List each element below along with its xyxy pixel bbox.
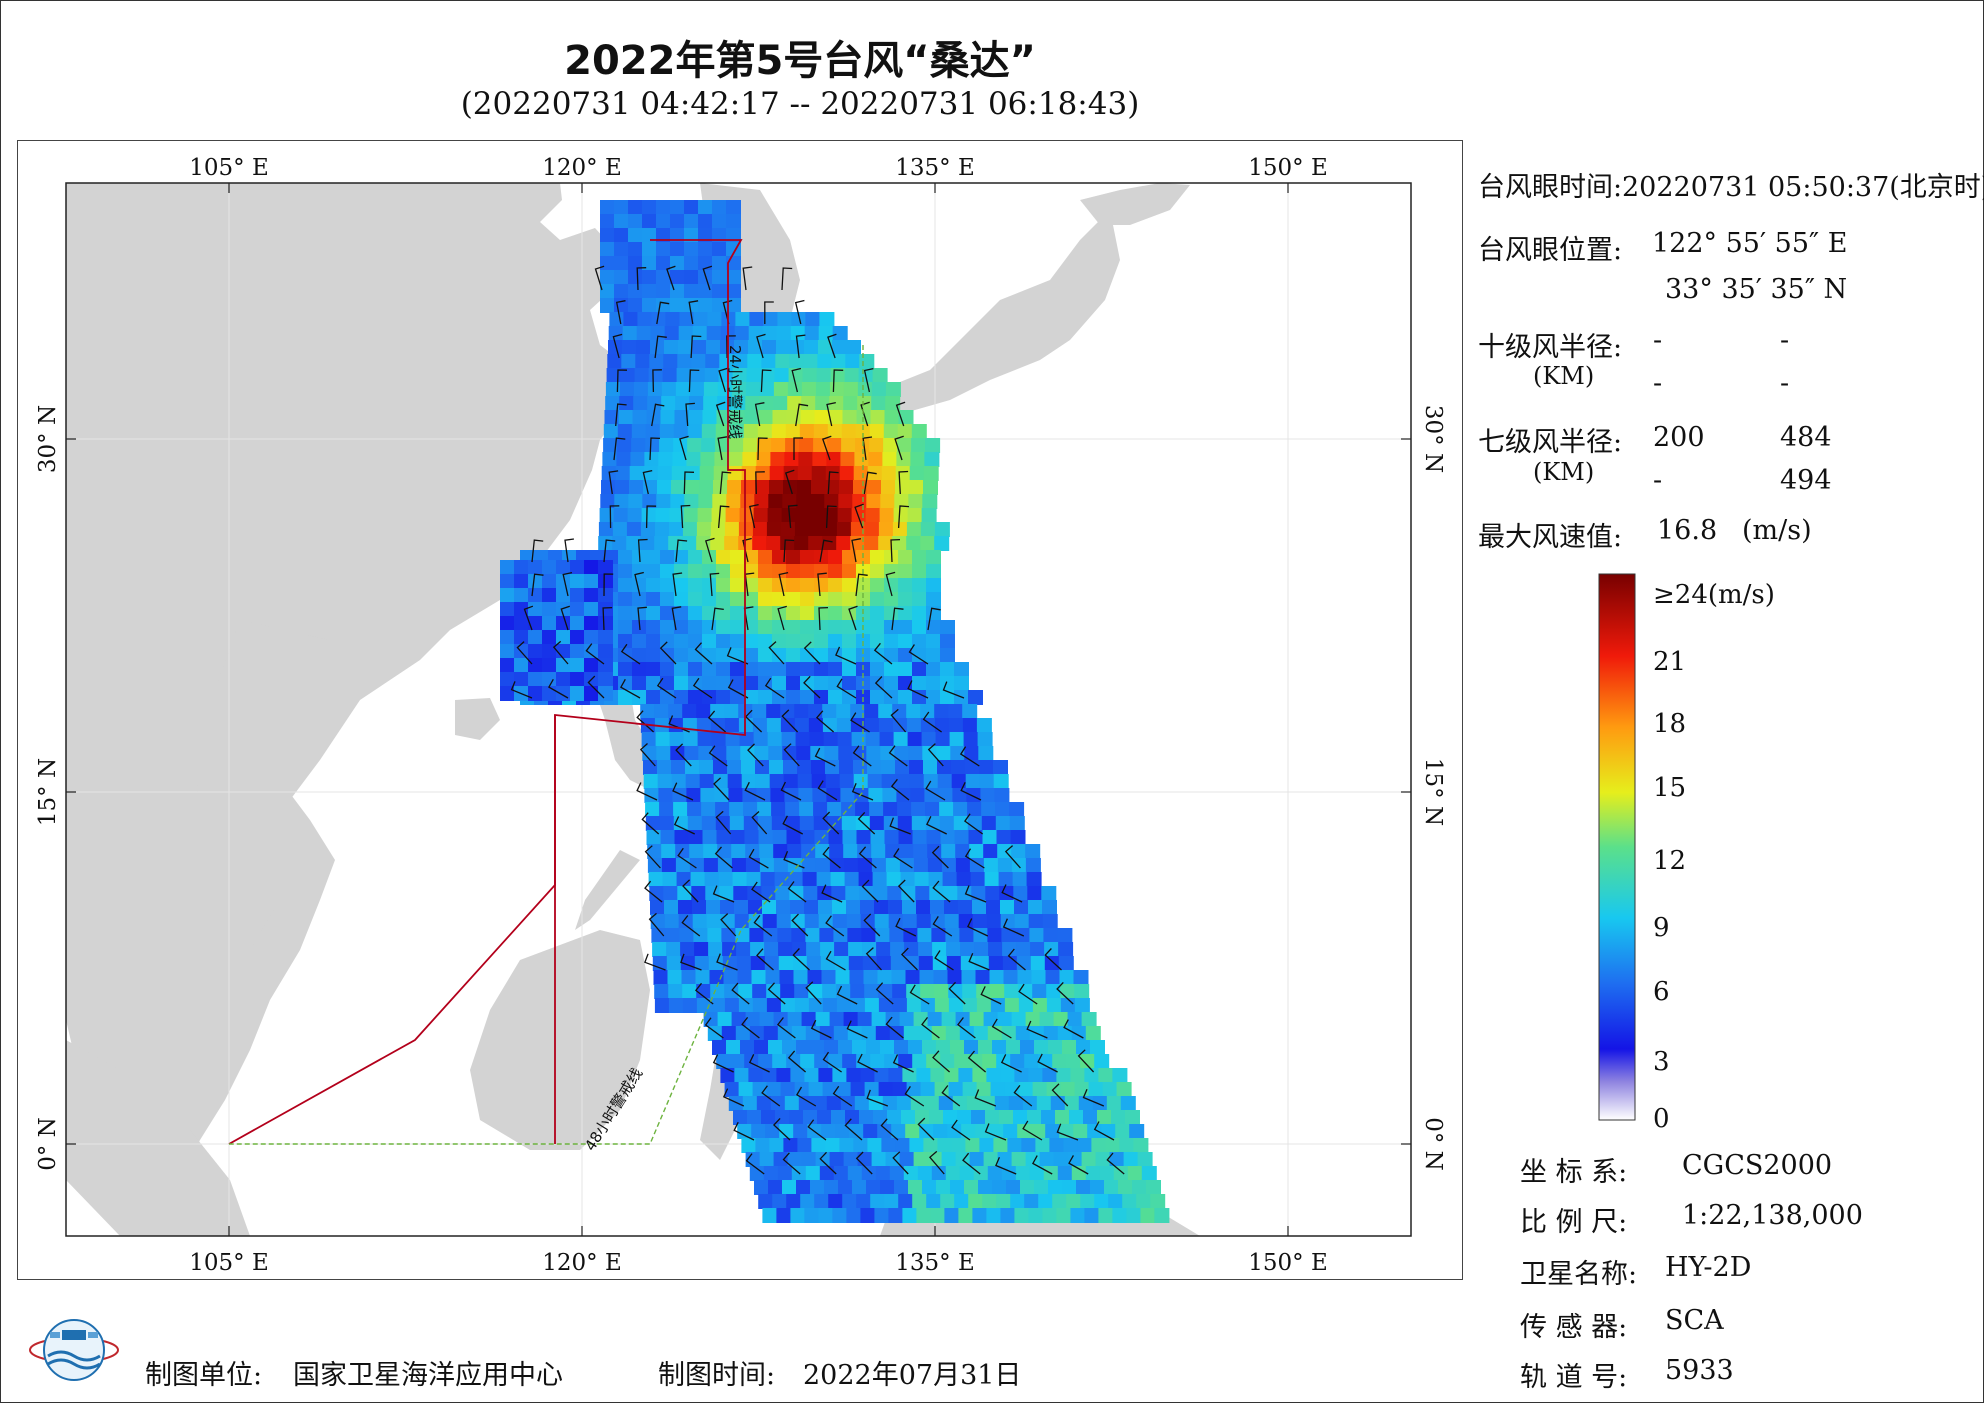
max-wind-unit: (m/s) bbox=[1742, 515, 1812, 546]
date-label: 制图时间: bbox=[658, 1360, 776, 1391]
lat-label-left-0: 0° N bbox=[35, 1117, 61, 1171]
lon-label-bottom-150: 150° E bbox=[1248, 1250, 1328, 1276]
warning-line-24h-west bbox=[228, 715, 556, 1145]
sensor-value: SCA bbox=[1665, 1305, 1724, 1336]
borneo bbox=[470, 930, 650, 1150]
wind-barbs bbox=[510, 265, 1125, 1175]
max-wind-label: 最大风速值: bbox=[1478, 522, 1623, 553]
lon-label-top-120: 120° E bbox=[542, 155, 622, 181]
colorbar-tick-0: 0 bbox=[1653, 1104, 1670, 1134]
r7-value-1: 200 bbox=[1653, 422, 1705, 453]
warning-line-48h bbox=[229, 345, 864, 1145]
org-label: 制图单位: bbox=[145, 1360, 263, 1391]
r7-value-2: 484 bbox=[1780, 422, 1832, 453]
colorbar-tick-15: 15 bbox=[1653, 773, 1687, 803]
lon-label-bottom-105: 105° E bbox=[189, 1250, 269, 1276]
lat-label-left-15: 15° N bbox=[35, 758, 61, 826]
lon-label-top-135: 135° E bbox=[895, 155, 975, 181]
lat-label-right-0: 0° N bbox=[1420, 1117, 1446, 1171]
warning-line-24h bbox=[554, 239, 746, 1144]
r7-value-3: - bbox=[1653, 465, 1663, 496]
time-range: (20220731 04:42:17 -- 20220731 06:18:43) bbox=[460, 86, 1140, 122]
r10-value-1: - bbox=[1653, 325, 1663, 356]
colorbar-tick-21: 21 bbox=[1653, 647, 1687, 677]
colorbar bbox=[1598, 573, 1636, 1121]
colorbar-top-label: ≥24(m/s) bbox=[1653, 580, 1775, 610]
r7-km-label: (KM) bbox=[1533, 458, 1595, 486]
r10-value-2: - bbox=[1780, 325, 1790, 356]
sensor-label: 传 感 器: bbox=[1520, 1312, 1628, 1343]
eye-time-value: 20220731 05:50:37(北京时) bbox=[1622, 172, 1984, 203]
lat-label-right-15: 15° N bbox=[1420, 758, 1446, 826]
r10-label: 十级风半径: bbox=[1478, 332, 1623, 363]
lat-label-right-30: 30° N bbox=[1420, 405, 1446, 473]
orbit-value: 5933 bbox=[1665, 1355, 1734, 1386]
org-value: 国家卫星海洋应用中心 bbox=[293, 1360, 563, 1391]
sat-label: 卫星名称: bbox=[1520, 1259, 1638, 1290]
ticks bbox=[66, 183, 1411, 1236]
sumatra bbox=[66, 1040, 250, 1236]
eye-lat: 33° 35′ 35″ N bbox=[1665, 274, 1848, 305]
japan-honshu bbox=[855, 210, 1120, 420]
map-frame bbox=[17, 140, 1463, 1280]
scale-value: 1:22,138,000 bbox=[1682, 1200, 1863, 1231]
colorbar-tick-9: 9 bbox=[1653, 913, 1670, 943]
lon-label-top-150: 150° E bbox=[1248, 155, 1328, 181]
warning-label-24h: 24小时警戒线 bbox=[726, 345, 744, 439]
r10-value-4: - bbox=[1780, 368, 1790, 399]
colorbar-tick-18: 18 bbox=[1653, 709, 1687, 739]
agency-logo-icon bbox=[29, 1319, 119, 1381]
map-border bbox=[65, 182, 1412, 1237]
eye-pos-label: 台风眼位置: bbox=[1478, 235, 1623, 266]
orbit-label: 轨 道 号: bbox=[1520, 1362, 1628, 1393]
r7-value-4: 494 bbox=[1780, 465, 1832, 496]
max-wind-value: 16.8 bbox=[1657, 515, 1718, 546]
r10-km-label: (KM) bbox=[1533, 362, 1595, 390]
wind-swath bbox=[500, 200, 1170, 1223]
colorbar-tick-6: 6 bbox=[1653, 977, 1670, 1007]
hainan bbox=[455, 698, 500, 740]
crs-label: 坐 标 系: bbox=[1520, 1157, 1628, 1188]
date-value: 2022年07月31日 bbox=[803, 1360, 1022, 1391]
indochina bbox=[175, 620, 360, 1070]
eye-lon: 122° 55′ 55″ E bbox=[1652, 228, 1848, 259]
r10-value-3: - bbox=[1653, 368, 1663, 399]
lon-label-top-105: 105° E bbox=[189, 155, 269, 181]
lon-label-bottom-135: 135° E bbox=[895, 1250, 975, 1276]
crs-value: CGCS2000 bbox=[1682, 1150, 1833, 1181]
colorbar-tick-3: 3 bbox=[1653, 1047, 1670, 1077]
map-title: 2022年第5号台风“桑达” bbox=[564, 38, 1036, 84]
r7-label: 七级风半径: bbox=[1478, 427, 1623, 458]
lon-label-bottom-120: 120° E bbox=[542, 1250, 622, 1276]
scale-label: 比 例 尺: bbox=[1520, 1207, 1628, 1238]
sat-value: HY-2D bbox=[1665, 1252, 1752, 1283]
lat-label-left-30: 30° N bbox=[35, 405, 61, 473]
palawan bbox=[575, 850, 640, 930]
eye-time-label: 台风眼时间: bbox=[1478, 172, 1623, 203]
japan-hokkaido bbox=[1080, 183, 1190, 225]
colorbar-tick-12: 12 bbox=[1653, 846, 1687, 876]
